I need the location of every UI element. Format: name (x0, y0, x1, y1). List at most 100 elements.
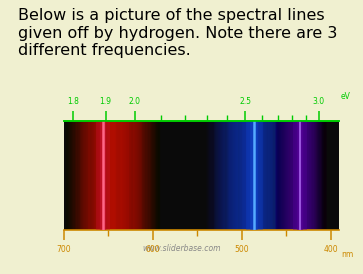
Bar (109, 121, 110, 230)
Bar (294, 121, 295, 230)
Bar (300, 121, 301, 230)
Bar (295, 121, 297, 230)
Bar (315, 121, 316, 230)
Bar (266, 121, 268, 230)
Bar (279, 121, 280, 230)
Bar (155, 121, 156, 230)
Bar (302, 121, 303, 230)
Bar (250, 121, 251, 230)
Bar (226, 121, 227, 230)
Bar (110, 121, 111, 230)
Bar (110, 121, 111, 230)
Bar (97, 121, 98, 230)
Bar (321, 121, 322, 230)
Bar (310, 121, 311, 230)
Bar (155, 121, 156, 230)
Bar (302, 121, 303, 230)
Bar (318, 121, 319, 230)
Bar (153, 121, 154, 230)
Bar (120, 121, 121, 230)
Bar (68, 121, 69, 230)
Bar (285, 121, 286, 230)
Bar (258, 121, 259, 230)
Bar (315, 121, 316, 230)
Bar (304, 121, 305, 230)
Bar (282, 121, 283, 230)
Bar (304, 121, 305, 230)
Bar (299, 121, 300, 230)
Bar (295, 121, 296, 230)
Bar (220, 121, 221, 230)
Bar (296, 121, 297, 230)
Bar (213, 121, 215, 230)
Bar (84, 121, 85, 230)
Bar (133, 121, 134, 230)
Bar (67, 121, 68, 230)
Bar (291, 121, 292, 230)
Bar (103, 121, 104, 230)
Bar (89, 121, 90, 230)
Bar (102, 121, 103, 230)
Bar (106, 121, 107, 230)
Bar (316, 121, 317, 230)
Bar (280, 121, 281, 230)
Bar (290, 121, 291, 230)
Bar (293, 121, 294, 230)
Bar (206, 121, 207, 230)
Bar (274, 121, 276, 230)
Bar (139, 121, 140, 230)
Bar (289, 121, 290, 230)
Bar (289, 121, 290, 230)
Bar (321, 121, 322, 230)
Bar (87, 121, 88, 230)
Bar (265, 121, 266, 230)
Bar (302, 121, 303, 230)
Bar (73, 121, 74, 230)
Bar (281, 121, 282, 230)
Bar (293, 121, 294, 230)
Bar (143, 121, 144, 230)
Bar (293, 121, 294, 230)
Bar (83, 121, 84, 230)
Bar (135, 121, 136, 230)
Bar (160, 121, 161, 230)
Bar (216, 121, 217, 230)
Bar (298, 121, 299, 230)
Bar (274, 121, 275, 230)
Bar (114, 121, 115, 230)
Bar (280, 121, 281, 230)
Bar (326, 121, 327, 230)
Bar (201, 121, 203, 230)
Bar (158, 121, 159, 230)
Bar (218, 121, 219, 230)
Bar (288, 121, 289, 230)
Bar (320, 121, 321, 230)
Bar (287, 121, 288, 230)
Bar (323, 121, 325, 230)
Bar (283, 121, 284, 230)
Bar (256, 121, 257, 230)
Bar (244, 121, 245, 230)
Bar (294, 121, 295, 230)
Bar (242, 121, 243, 230)
Bar (135, 121, 136, 230)
Bar (72, 121, 73, 230)
Bar (249, 121, 250, 230)
Bar (108, 121, 109, 230)
Bar (84, 121, 85, 230)
Bar (287, 121, 289, 230)
Bar (88, 121, 89, 230)
Bar (263, 121, 264, 230)
Bar (132, 121, 133, 230)
Bar (297, 121, 298, 230)
Bar (204, 121, 205, 230)
Bar (276, 121, 277, 230)
Bar (115, 121, 116, 230)
Bar (276, 121, 277, 230)
Bar (65, 121, 66, 230)
Bar (312, 121, 313, 230)
Bar (220, 121, 221, 230)
Bar (294, 121, 295, 230)
Bar (315, 121, 317, 230)
Bar (140, 121, 141, 230)
